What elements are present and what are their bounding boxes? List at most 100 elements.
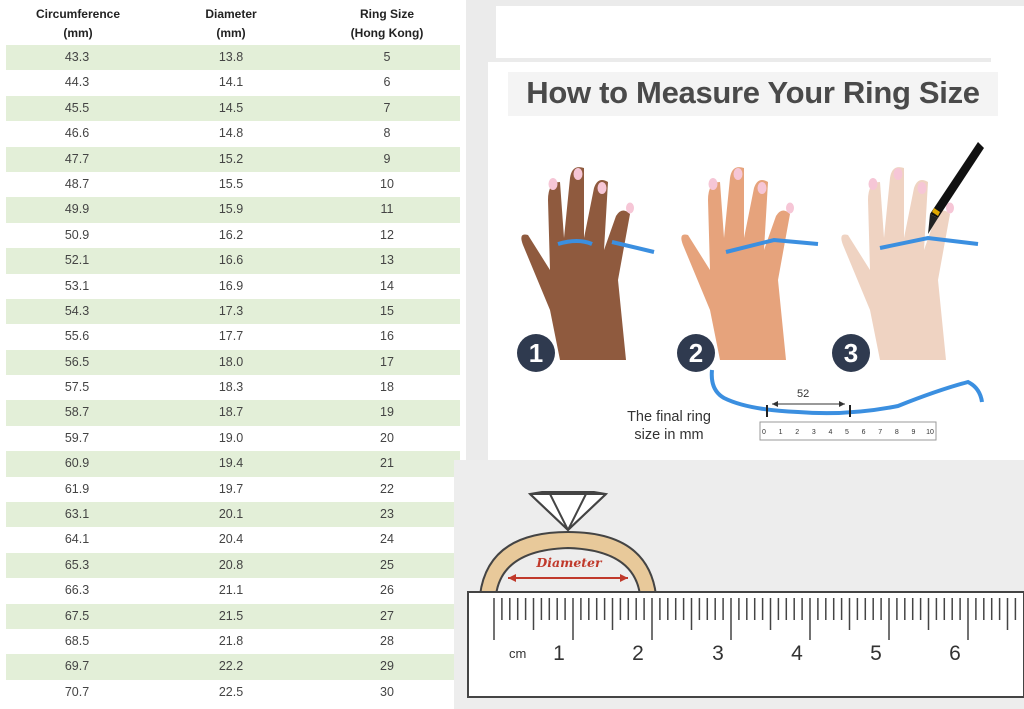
circumference-cell: 57.5 — [64, 380, 90, 395]
table-row: 50.9 16.2 12 — [6, 223, 460, 248]
circumference-cell: 66.3 — [64, 583, 90, 598]
ring-size-cell: 5 — [383, 50, 391, 64]
diameter-cell: 17.3 — [218, 303, 244, 318]
circumference-cell: 60.9 — [64, 456, 90, 471]
circumference-cell: 49.9 — [64, 202, 90, 217]
diameter-cell: 17.7 — [218, 329, 244, 344]
ruler — [467, 591, 1024, 698]
circumference-cell: 65.3 — [64, 557, 90, 572]
ring-size-cell: 22 — [380, 481, 394, 496]
ring-size-cell: 7 — [383, 100, 391, 115]
table-row: 63.1 20.1 23 — [6, 502, 460, 528]
ring-diagram — [467, 490, 1024, 698]
table-row: 65.3 20.8 25 — [6, 552, 460, 579]
diameter-cell: 21.1 — [218, 583, 244, 598]
circumference-cell: 48.7 — [64, 176, 90, 191]
circumference-cell: 44.3 — [64, 75, 90, 90]
table-row: 61.9 19.7 22 — [6, 477, 460, 502]
ruler-number: 5 — [870, 642, 882, 665]
hands-illustration: 1 2 3 — [517, 142, 984, 441]
circumference-cell: 61.9 — [64, 481, 90, 496]
table-row: 48.7 15.5 10 — [6, 172, 460, 197]
table-row: 45.5 14.5 7 — [6, 95, 460, 122]
diameter-cell: 18.3 — [218, 380, 244, 395]
ring-size-cell: 6 — [383, 75, 391, 90]
diameter-cell: 16.2 — [218, 227, 244, 242]
ring-size-cell: 19 — [380, 405, 394, 420]
ring-size-cell: 26 — [380, 583, 394, 598]
small-ruler-number: 7 — [878, 429, 883, 436]
diameter-cell: 22.5 — [218, 684, 244, 699]
circumference-cell: 52.1 — [64, 253, 90, 268]
diameter-cell: 15.9 — [218, 202, 244, 217]
circumference-cell: 43.3 — [64, 50, 90, 64]
circumference-cell: 58.7 — [64, 405, 90, 420]
circumference-cell: 68.5 — [64, 633, 90, 648]
ring-size-cell: 9 — [383, 151, 391, 166]
ring-size-cell: 8 — [383, 126, 391, 141]
diameter-cell: 19.0 — [218, 430, 244, 445]
ruler-number: 4 — [791, 642, 803, 665]
diameter-cell: 16.9 — [218, 278, 244, 293]
measured-band — [709, 369, 984, 416]
header-ring-size: Ring Size (Hong Kong) — [350, 7, 424, 40]
hand-medium-icon — [681, 167, 819, 360]
ring-size-cell: 23 — [380, 507, 394, 522]
step-2: 2 — [689, 338, 703, 368]
circumference-cell: 67.5 — [64, 608, 90, 623]
circumference-cell: 63.1 — [64, 507, 90, 522]
table-row: 67.5 21.5 27 — [6, 603, 460, 629]
ruler-number: 1 — [553, 642, 565, 665]
table-row: 54.3 17.3 15 — [6, 298, 460, 325]
small-ruler-number: 8 — [894, 429, 899, 436]
table-row: 59.7 19.0 20 — [6, 426, 460, 451]
ruler-number: 3 — [712, 642, 724, 665]
small-ruler-number: 1 — [778, 429, 783, 436]
diameter-cell: 19.4 — [218, 456, 244, 471]
table-row: 64.1 20.4 24 — [6, 527, 460, 552]
table-row: 57.5 18.3 18 — [6, 375, 460, 400]
diameter-cell: 16.6 — [218, 253, 244, 268]
ring-size-cell: 10 — [380, 176, 394, 191]
ring-size-cell: 25 — [380, 557, 394, 572]
circumference-cell: 56.5 — [64, 354, 90, 369]
diameter-cell: 21.8 — [218, 633, 244, 648]
table-row: 58.7 18.7 19 — [6, 400, 460, 426]
ruler-unit: cm — [509, 646, 527, 661]
circumference-cell: 45.5 — [64, 100, 90, 115]
table-row: 69.7 22.2 29 — [6, 654, 460, 680]
infographic-title: How to Measure Your Ring Size — [508, 72, 998, 116]
small-ruler-number: 10 — [926, 429, 934, 436]
table-row: 52.1 16.6 13 — [6, 248, 460, 274]
ruler-number: 6 — [949, 642, 961, 665]
ring-size-cell: 18 — [380, 380, 394, 395]
diameter-cell: 14.1 — [218, 75, 244, 90]
diamond-icon — [527, 490, 609, 533]
diameter-label: Diameter — [536, 555, 602, 570]
step-badges: 1 2 3 — [517, 334, 870, 372]
diameter-cell: 18.7 — [218, 405, 244, 420]
ruler-number: 2 — [632, 642, 644, 665]
table-row: 43.3 13.8 5 — [6, 45, 460, 71]
diameter-cell: 20.4 — [218, 532, 244, 547]
header-circumference: Circumference (mm) — [35, 7, 121, 40]
ring-size-cell: 11 — [380, 202, 394, 217]
table-body: 43.3 13.8 5 44.3 14.1 6 45.5 14.5 7 46.6 14.8 8 47.7… — [6, 45, 460, 705]
step-3: 3 — [844, 338, 858, 368]
circumference-cell: 64.1 — [64, 532, 90, 547]
table-row: 47.7 15.2 9 — [6, 146, 460, 172]
table-row: 44.3 14.1 6 — [6, 70, 460, 95]
ring-size-cell: 24 — [380, 532, 394, 547]
small-ruler-number: 5 — [845, 429, 849, 436]
circumference-cell: 54.3 — [64, 303, 90, 318]
small-ruler-number: 2 — [795, 429, 800, 436]
circumference-cell: 55.6 — [64, 329, 90, 344]
table-row: 66.3 21.1 26 — [6, 578, 460, 603]
table-row: 56.5 18.0 17 — [6, 349, 460, 376]
small-ruler-number: 3 — [811, 429, 816, 436]
hand-dark-icon — [521, 167, 655, 360]
infographic-caption: The final ring size in mm — [627, 409, 711, 443]
ring-size-cell: 12 — [380, 227, 394, 242]
small-ruler — [759, 421, 937, 441]
diameter-cell: 22.2 — [218, 659, 244, 674]
